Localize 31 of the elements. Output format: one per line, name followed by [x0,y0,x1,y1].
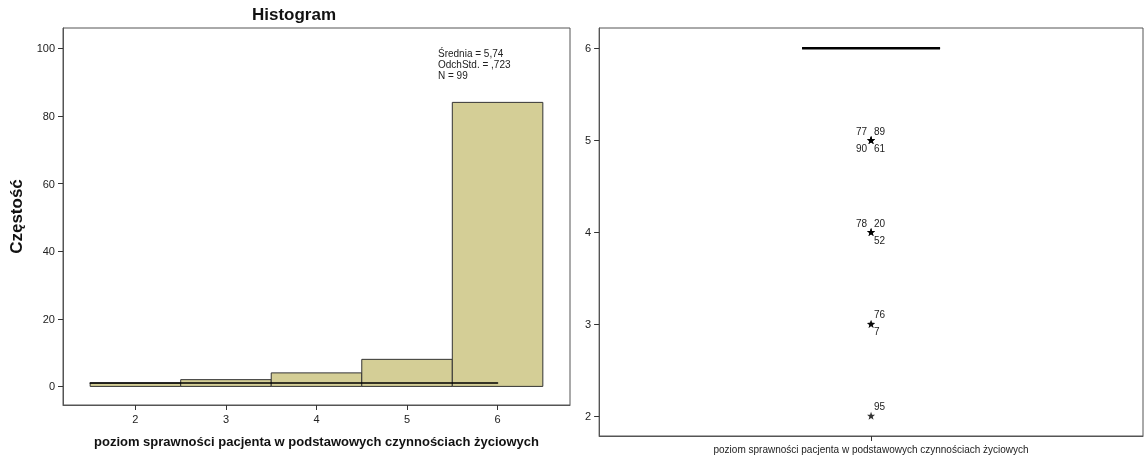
annotation: 76 [874,309,886,321]
y-tick-label: 60 [42,177,55,190]
y-tick-label: 0 [48,380,55,393]
x-tick-label: 4 [313,412,320,425]
annotation: 95 [874,401,886,413]
annotation: N = 99 [438,70,469,81]
annotation: 20 [874,217,886,229]
annotation: 89 [874,125,886,137]
x-tick-label: 6 [494,412,501,425]
y-tick-label: 5 [584,134,592,147]
y-tick-label: 6 [584,42,592,55]
annotation: 61 [874,142,886,154]
annotation: 78 [855,217,868,229]
x-tick-label: 5 [403,412,411,425]
annotation: OdchStd. = ,723 [438,59,511,70]
x-tick-label: 2 [132,412,139,425]
x-tick-label: 3 [222,412,230,425]
y-axis-title: Częstość [7,179,26,254]
y-tick-label: 4 [584,226,592,238]
chart-title: Histogram [251,5,337,24]
annotation: Średnia = 5,74 [438,47,504,59]
annotation: 77 [855,125,868,137]
x-axis-title: poziom sprawności pacjenta w podstawowych czynnościach życiowych [93,434,540,449]
y-tick-label: 100 [36,42,55,55]
y-tick-label: 3 [584,317,592,330]
annotation: 90 [855,142,868,154]
y-tick-label: 40 [42,245,55,258]
y-tick-label: 80 [42,109,55,122]
y-tick-label: 20 [42,312,55,325]
annotation: 52 [874,234,886,246]
annotation: 7 [874,326,881,338]
